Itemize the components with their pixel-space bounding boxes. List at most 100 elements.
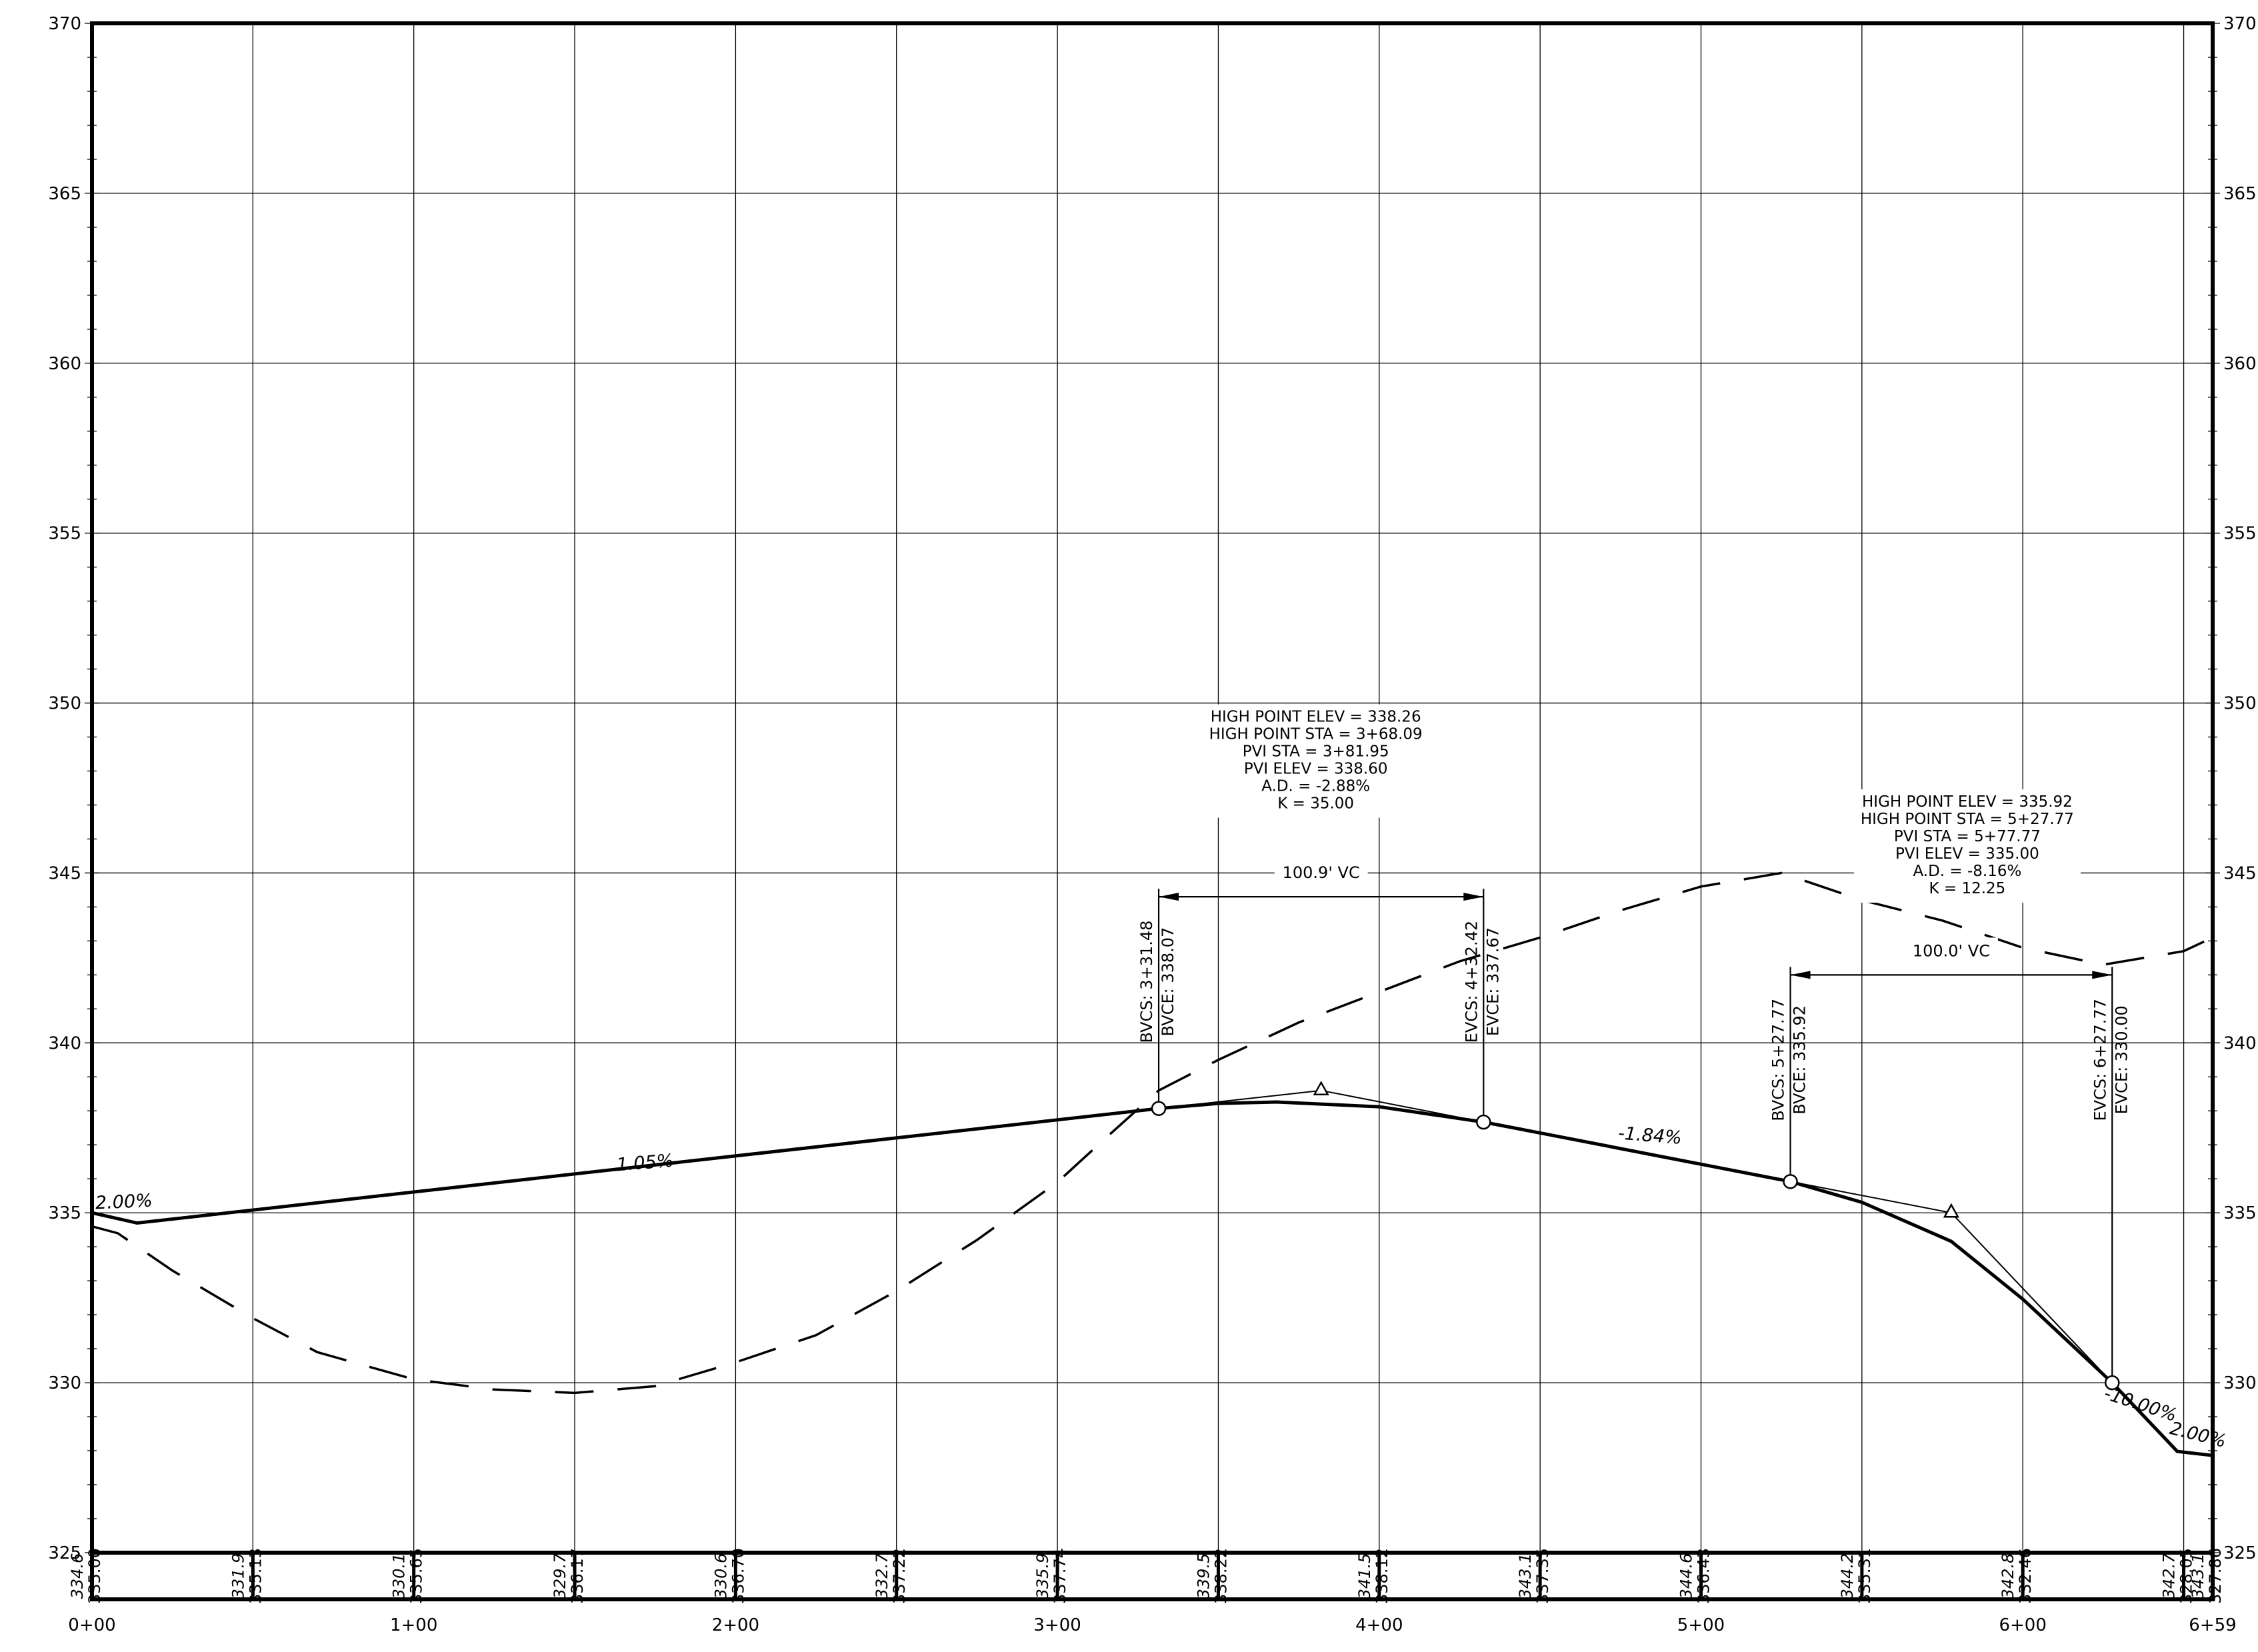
elevation-tick-label-right: 340 <box>2223 1033 2257 1053</box>
vc-length-label-bg <box>1904 937 1998 962</box>
grade-label: 2.00% <box>95 1191 153 1214</box>
station-tick-label: 6+00 <box>1999 1615 2046 1635</box>
bvc-elevation-label: BVCE: 335.92 <box>1791 1005 1809 1115</box>
curve-point-marker <box>1783 1174 1798 1189</box>
dimension-arrow-right <box>2092 971 2113 979</box>
vc-info-line: PVI STA = 3+81.95 <box>1243 743 1389 761</box>
existing-elevation-value: 329.7 <box>551 1553 569 1599</box>
proposed-elevation-value: 336.17 <box>568 1548 587 1604</box>
proposed-elevation-value: 338.22 <box>1211 1548 1230 1604</box>
elevation-tick-label-left: 340 <box>48 1033 81 1053</box>
grade-label: 2.00% <box>2168 1418 2229 1452</box>
station-tick-label: 0+00 <box>68 1615 115 1635</box>
elevation-tick-label-left: 350 <box>48 694 81 714</box>
axis-ticks <box>85 23 2220 1553</box>
dimension-arrow-left <box>1790 971 1811 979</box>
existing-elevation-value: 334.6 <box>68 1553 87 1599</box>
elevation-tick-label-left: 335 <box>48 1203 81 1223</box>
elevation-tick-label-left: 365 <box>48 184 81 204</box>
vc-info-line: K = 12.25 <box>1929 880 2005 897</box>
elevation-tick-label-right: 330 <box>2223 1373 2257 1393</box>
elevation-tick-label-left: 345 <box>48 863 81 883</box>
vc-info-line: HIGH POINT ELEV = 335.92 <box>1862 793 2073 811</box>
elevation-tick-label-left: 370 <box>48 14 81 34</box>
elevation-tick-label-right: 350 <box>2223 694 2257 714</box>
dimension-arrow-right <box>1463 893 1484 901</box>
vc-info-line: HIGH POINT STA = 5+27.77 <box>1861 811 2074 828</box>
curve-point-marker <box>1476 1114 1491 1130</box>
vc-info-line: HIGH POINT ELEV = 338.26 <box>1211 709 1421 726</box>
existing-elevation-value: 339.5 <box>1194 1553 1213 1599</box>
elevation-tick-label-right: 365 <box>2223 184 2257 204</box>
bvc-elevation-label: BVCE: 338.07 <box>1159 927 1177 1037</box>
curve-point-marker <box>2105 1375 2120 1391</box>
station-tick-label: 6+59 <box>2189 1615 2236 1635</box>
bvc-station-label: BVCS: 5+27.77 <box>1769 999 1788 1121</box>
vertical-curve-annotations: 100.9' VC BVCS: 3+31.48 BVCE: 338.07 EVCS: … <box>1137 704 2131 1383</box>
existing-elevation-value: 335.9 <box>1033 1553 1052 1599</box>
proposed-elevation-value: 335.31 <box>1855 1548 1874 1604</box>
vc-info-line: PVI STA = 5+77.77 <box>1894 828 2041 845</box>
existing-ground-line <box>91 871 2213 1395</box>
pvi-marker <box>1313 1081 1329 1095</box>
vc-info-line: PVI ELEV = 338.60 <box>1244 761 1388 778</box>
proposed-elevation-value: 337.74 <box>1051 1548 1069 1604</box>
elevation-tick-label-right: 355 <box>2223 524 2257 544</box>
grade-labels: 2.00%1.05%-1.84%-10.00%2.00% <box>95 1123 2228 1451</box>
existing-elevation-value: 330.1 <box>390 1553 409 1599</box>
proposed-elevation-value: 332.46 <box>2016 1548 2035 1604</box>
station-tick-label: 5+00 <box>1677 1615 1725 1635</box>
station-tick-label: 1+00 <box>390 1615 437 1635</box>
station-tick-label: 3+00 <box>1033 1615 1081 1635</box>
vc-info-bg <box>1202 704 1429 818</box>
proposed-elevation-value: 337.35 <box>1533 1548 1552 1604</box>
elevation-tick-label-right: 345 <box>2223 863 2257 883</box>
proposed-elevation-value: 338.12 <box>1373 1548 1391 1604</box>
grade-label: -10.00% <box>2101 1383 2179 1426</box>
evc-station-label: EVCS: 4+32.42 <box>1462 921 1481 1043</box>
proposed-elevation-value: 327.86 <box>2206 1548 2225 1604</box>
vc-info-line: PVI ELEV = 335.00 <box>1895 845 2039 863</box>
proposed-elevation-value: 335.00 <box>85 1548 104 1604</box>
bvc-station-label: BVCS: 3+31.48 <box>1137 921 1156 1043</box>
pvi-marker <box>1943 1203 1960 1218</box>
proposed-elevation-value: 328.05 <box>2177 1548 2196 1604</box>
elevation-tick-label-left: 330 <box>48 1373 81 1393</box>
grid <box>92 23 2213 1553</box>
evc-elevation-label: EVCE: 337.67 <box>1483 927 1502 1036</box>
existing-elevation-value: 344.6 <box>1677 1553 1696 1599</box>
axis-labels: 325 325 330 330 335 335 340 340 345 345 350 350 355 3… <box>48 14 2256 1635</box>
vc-length-label: 100.0' VC <box>1913 941 1990 960</box>
vc-length-label: 100.9' VC <box>1283 863 1360 882</box>
station-tick-label: 2+00 <box>712 1615 759 1635</box>
grade-label: 1.05% <box>616 1151 675 1176</box>
existing-elevation-value: 332.7 <box>873 1553 891 1599</box>
plot-frame <box>90 21 2215 1601</box>
profile-lines <box>91 871 2213 1457</box>
curve-point-marker <box>1151 1101 1167 1116</box>
elevation-tick-label-right: 325 <box>2223 1543 2257 1563</box>
curve-markers <box>1151 1081 2120 1391</box>
vc-info-line: A.D. = -2.88% <box>1261 778 1370 795</box>
existing-elevation-value: 341.5 <box>1355 1553 1374 1599</box>
evc-station-label: EVCS: 6+27.77 <box>2091 999 2109 1121</box>
vc-info-bg <box>1853 789 2081 903</box>
existing-elevation-value: 344.2 <box>1838 1553 1857 1599</box>
proposed-elevation-value: 335.65 <box>407 1548 426 1604</box>
proposed-elevation-value: 336.43 <box>1695 1548 1713 1604</box>
elevation-tick-label-right: 335 <box>2223 1203 2257 1223</box>
elevation-tick-label-right: 360 <box>2223 354 2257 374</box>
elevation-tick-label-right: 370 <box>2223 14 2257 34</box>
vc-info-line: HIGH POINT STA = 3+68.09 <box>1209 726 1423 743</box>
vc-length-label-bg <box>1274 859 1368 884</box>
proposed-elevation-value: 337.22 <box>890 1548 909 1604</box>
elevation-tick-label-left: 360 <box>48 354 81 374</box>
existing-elevation-value: 342.7 <box>2160 1553 2179 1599</box>
dimension-arrow-left <box>1159 893 1179 901</box>
vc-info-line: K = 35.00 <box>1277 795 1354 813</box>
existing-elevation-value: 343.1 <box>2189 1553 2207 1599</box>
existing-elevation-value: 331.9 <box>229 1553 247 1599</box>
existing-elevation-value: 330.6 <box>711 1553 730 1599</box>
